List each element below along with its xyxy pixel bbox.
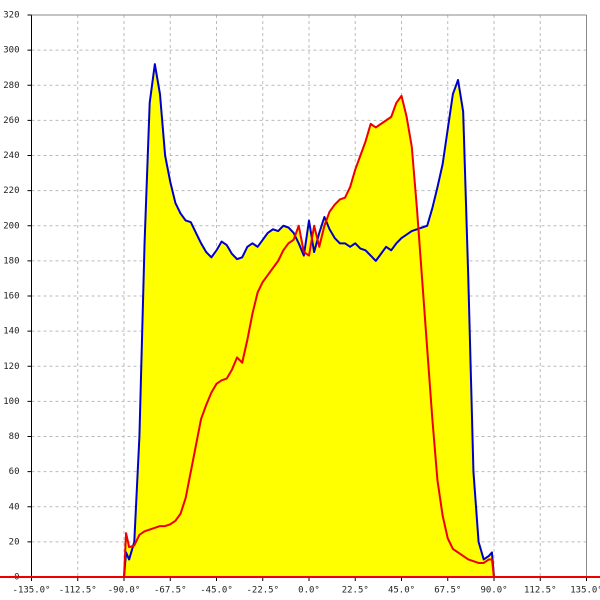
y-tick-label: 100 (3, 397, 19, 407)
y-tick-label: 180 (3, 256, 19, 266)
x-tick-label: 67.5° (434, 586, 461, 596)
y-tick-label: 20 (9, 537, 20, 547)
x-tick-label: 135.0° (570, 586, 600, 596)
x-tick-label: 0.0° (298, 586, 320, 596)
y-tick-label: 80 (9, 432, 20, 442)
x-tick-label: -90.0° (108, 586, 141, 596)
y-tick-label: 160 (3, 292, 19, 302)
y-tick-label: 60 (9, 467, 20, 477)
x-tick-label: -135.0° (13, 586, 51, 596)
x-tick-label: 22.5° (342, 586, 369, 596)
y-tick-label: 260 (3, 116, 19, 126)
x-tick-label: -45.0° (200, 586, 233, 596)
x-tick-label: 45.0° (388, 586, 415, 596)
y-tick-label: 140 (3, 327, 19, 337)
y-tick-label: 320 (3, 11, 19, 21)
x-tick-label: 112.5° (524, 586, 557, 596)
y-tick-label: 300 (3, 46, 19, 56)
y-tick-label: 220 (3, 186, 19, 196)
x-tick-label: -112.5° (59, 586, 97, 596)
series-line (123, 63, 495, 578)
area-fill (124, 95, 494, 577)
y-tick-label: 40 (9, 502, 20, 512)
y-tick-label: 280 (3, 81, 19, 91)
y-tick-label: 200 (3, 221, 19, 231)
series-line (123, 94, 495, 578)
x-tick-label: -67.5° (154, 586, 187, 596)
x-tick-label: -22.5° (246, 586, 279, 596)
x-tick-label: 90.0° (480, 586, 507, 596)
y-tick-label: 240 (3, 151, 19, 161)
y-tick-label: 120 (3, 362, 19, 372)
